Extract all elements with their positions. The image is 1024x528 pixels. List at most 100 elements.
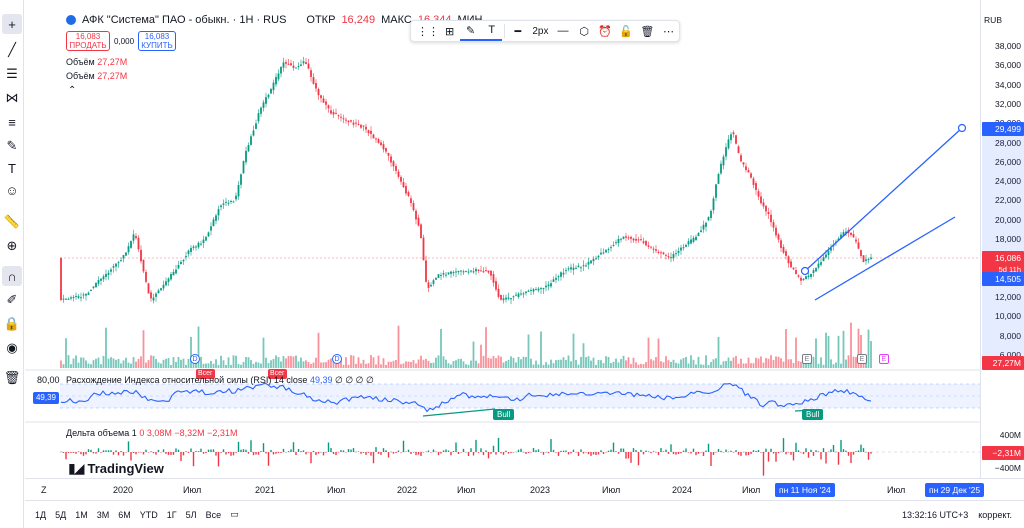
volume-bar [817,363,820,368]
eye-icon[interactable]: ◉ [6,340,18,355]
candle-body [555,277,557,280]
alert-icon[interactable]: ⏰ [598,25,613,38]
volume-legend-2[interactable]: Объём 27,27M [66,71,127,81]
delete-icon[interactable]: 🗑 [640,25,655,38]
range-5y[interactable]: 5Л [185,509,197,520]
emoji-icon[interactable]: ☺ [5,182,19,198]
delta-bar [402,440,405,452]
volume-bar [125,357,127,368]
dividend-marker[interactable]: D [190,354,200,364]
volume-bar [732,357,735,368]
line-width-value[interactable]: 2px [532,25,549,37]
delta-bar [132,452,135,454]
delta-bar [717,448,720,452]
earnings-future-marker[interactable]: E [879,354,889,364]
delta-bar [332,452,335,455]
candle-body [242,161,245,174]
zoom-in-icon[interactable]: ⊕ [6,238,18,253]
ruler-icon[interactable]: 📏 [3,214,21,229]
price-scale[interactable]: RUB 38,00036,00034,00032,00030,00028,000… [980,0,1024,478]
delta-bar [830,449,832,452]
range-ytd[interactable]: YTD [139,509,158,520]
event-pill[interactable]: Всег [268,369,287,379]
zoom-z-label[interactable]: Z [41,485,47,495]
line-width-icon[interactable]: ━ [514,25,522,38]
candle-body [295,67,297,69]
range-1m[interactable]: 1М [75,509,88,520]
volume-bar [772,360,775,368]
line-style-icon[interactable]: — [557,25,569,37]
volume-bar [825,332,827,368]
delta-bar [445,449,447,452]
volume-bar [852,356,855,368]
volume-bar [110,357,112,368]
main-chart[interactable] [25,0,980,478]
trend-line-icon[interactable]: ╱ [8,42,16,57]
dividend-marker[interactable]: D [332,354,342,364]
time-axis[interactable]: Z 2020 Июл 2021 Июл 2022 Июл 2023 Июл 20… [25,478,1024,500]
currency-label[interactable]: RUB [984,15,1002,25]
rsi-legend[interactable]: Расхождение Индекса относительной силы (… [66,375,374,386]
delta-bar [90,449,92,452]
volume-legend-1[interactable]: Объём 27,27M [66,57,127,67]
range-1d[interactable]: 1Д [35,509,47,520]
collapse-legend-icon[interactable]: ⌃ [68,85,77,96]
delta-bar [542,452,545,455]
drag-handle-icon[interactable]: ⋮⋮ [417,25,439,38]
delta-bar [637,452,640,466]
delta-bar [237,441,240,452]
delta-bar [427,450,430,452]
clock-time[interactable]: 13:32:16 UTC+3 [901,509,969,520]
rsi-line [60,382,872,413]
range-3m[interactable]: 3М [96,509,110,520]
adjust-toggle[interactable]: коррект. [978,509,1012,520]
more-icon[interactable]: ⋯ [662,25,674,38]
template-icon[interactable]: ⊞ [444,25,455,38]
volume-bar [697,356,700,368]
volume-bar [607,356,610,368]
date-range-icon[interactable]: ▭ [230,509,239,519]
range-1y[interactable]: 1Г [166,509,177,520]
text-icon[interactable]: T [8,160,16,176]
range-all[interactable]: Все [205,509,222,520]
lock-icon[interactable]: 🔓 [619,25,634,38]
delta-bar [715,452,717,453]
volume-bar [575,359,577,368]
sell-button[interactable]: 16,083 ПРОДАТЬ [66,31,110,51]
delta-bar [595,452,597,455]
volume-bar [715,358,717,368]
earnings-marker[interactable]: E [857,354,867,364]
range-6m[interactable]: 6М [118,509,131,520]
tradingview-logo-icon: ▮◢ [68,460,85,476]
fib-icon[interactable]: ≡ [8,114,16,130]
candle-body [187,250,190,254]
symbol-title[interactable]: АФК "Система" ПАО - обыкн. · 1H · RUS [82,14,287,26]
volume-bar [632,357,635,368]
lock-icon[interactable]: 🔒 [3,316,21,331]
range-5d[interactable]: 5Д [55,509,67,520]
pattern-icon[interactable]: ⋈ [5,90,19,105]
candle-body [367,130,370,134]
line-color-icon[interactable]: ✎ [460,21,482,41]
trash-icon[interactable]: 🗑 [3,370,21,385]
volume-bar [535,360,537,368]
lock-drawing-icon[interactable]: ✐ [6,292,18,307]
delta-param: 1 [131,428,137,438]
buy-button[interactable]: 16,083 КУПИТЬ [138,31,176,51]
price-tag-top: 29,499 [982,122,1024,136]
brush-icon[interactable]: ✎ [6,138,18,153]
delta-bar [127,441,130,452]
crosshair-icon[interactable]: + [2,14,22,34]
event-pill[interactable]: Всег [196,369,215,379]
price-tick: 24,000 [995,176,1021,187]
delta-bar [465,451,467,453]
candle-body [390,156,392,163]
text-color-icon[interactable]: T [481,21,503,41]
settings-icon[interactable]: ⬡ [579,25,589,38]
magnet-icon[interactable]: ∩ [2,266,22,286]
earnings-marker[interactable]: E [802,354,812,364]
delta-bar [790,452,792,455]
delta-legend[interactable]: Дельта объема 1 0 3,08M −8,32M −2,31M [66,428,237,438]
horizontal-lines-icon[interactable]: ☰ [6,66,18,81]
time-label: 2022 [397,485,418,495]
